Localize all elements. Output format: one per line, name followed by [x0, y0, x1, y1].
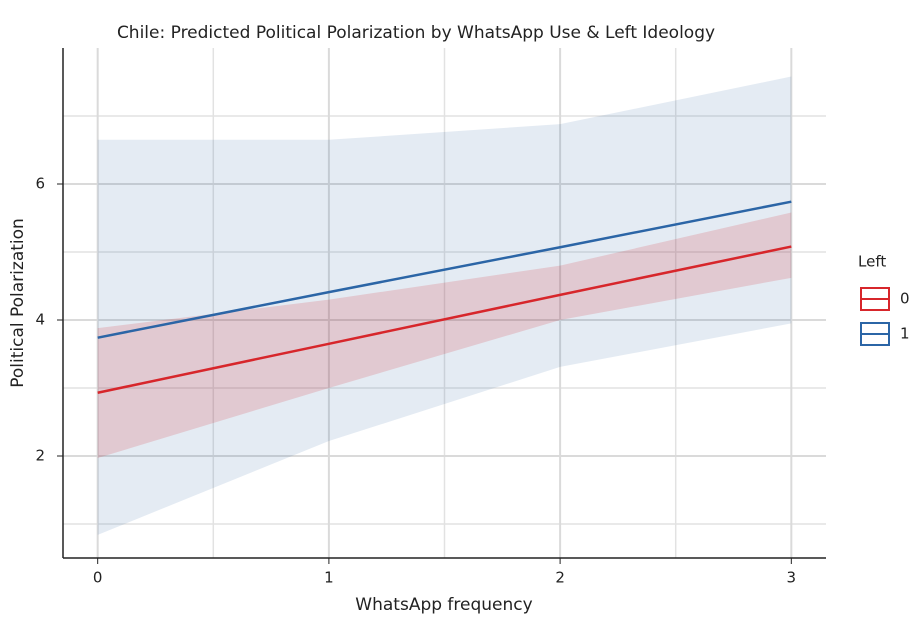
y-tick-label: 6 [35, 175, 45, 193]
y-axis-title: Political Polarization [8, 218, 28, 388]
axes: 0 1 2 3 2 4 6 [35, 48, 826, 587]
bands [97, 76, 792, 535]
lines [97, 200, 792, 394]
legend-label: 0 [900, 290, 910, 308]
line [97, 200, 792, 339]
y-tick-label: 4 [35, 311, 45, 329]
chart-title: Chile: Predicted Political Polarization … [117, 23, 715, 43]
legend-title: Left [858, 253, 886, 271]
x-tick-label: 3 [787, 569, 797, 587]
y-tick-label: 2 [35, 447, 45, 465]
x-tick-label: 2 [555, 569, 565, 587]
line [97, 245, 792, 394]
confidence-band [97, 76, 792, 535]
confidence-band [97, 212, 792, 459]
legend-label: 1 [900, 325, 910, 343]
x-tick-label: 0 [93, 569, 103, 587]
x-axis-title: WhatsApp frequency [355, 595, 532, 615]
x-tick-label: 1 [324, 569, 334, 587]
